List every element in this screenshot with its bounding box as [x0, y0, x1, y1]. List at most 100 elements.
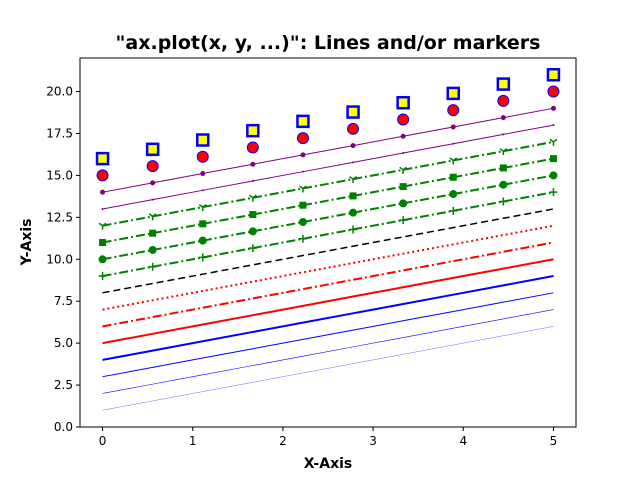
- series-point: [246, 141, 259, 154]
- series-point: [499, 180, 508, 189]
- series-point: [300, 152, 306, 158]
- series-point: [499, 148, 508, 156]
- series-point: [98, 272, 107, 281]
- series-8: [98, 188, 558, 281]
- series-point: [296, 132, 309, 145]
- series-point: [148, 213, 157, 221]
- series-line: [102, 275, 554, 361]
- series-point: [195, 133, 210, 147]
- series-point: [549, 171, 558, 180]
- series-point: [499, 197, 508, 206]
- series-point: [298, 234, 307, 243]
- series-point: [450, 124, 456, 130]
- series-line: [102, 191, 554, 278]
- series-point: [148, 262, 157, 271]
- series-point: [99, 239, 107, 246]
- series-7: [102, 208, 554, 294]
- series-point: [299, 201, 307, 209]
- x-tick-label: 4: [459, 434, 467, 448]
- series-line: [102, 208, 554, 294]
- y-tick-label: 17.5: [46, 126, 73, 140]
- series-point: [399, 199, 408, 208]
- series-point: [350, 143, 356, 149]
- series-point: [400, 133, 406, 139]
- series-line: [102, 241, 554, 328]
- x-axis-ticks: 0 1 2 3 4 5: [99, 427, 558, 448]
- y-tick-label: 7.5: [54, 294, 73, 308]
- series-point: [552, 124, 555, 127]
- series-point: [149, 229, 157, 237]
- x-tick-label: 3: [369, 434, 377, 448]
- series-point: [399, 183, 407, 191]
- series-point: [100, 189, 106, 195]
- series-line: [102, 140, 554, 227]
- series-line: [102, 174, 554, 261]
- series-point: [499, 164, 507, 172]
- series-point: [201, 189, 204, 192]
- series-point: [549, 155, 557, 163]
- series-line: [102, 124, 554, 210]
- series-point: [199, 220, 207, 228]
- series-point: [349, 176, 357, 184]
- series-line: [102, 258, 554, 345]
- y-tick-label: 15.0: [46, 168, 73, 182]
- series-4: [102, 258, 554, 345]
- series-point: [449, 206, 458, 215]
- series-point: [396, 95, 410, 110]
- series-point: [251, 179, 254, 182]
- y-axis-label: Y-Axis: [19, 219, 35, 267]
- series-point: [497, 94, 510, 107]
- series-13: [100, 105, 556, 195]
- series-point: [198, 253, 207, 262]
- series-10: [99, 155, 557, 246]
- series-point: [145, 142, 160, 157]
- series-point: [296, 114, 310, 129]
- series-point: [447, 104, 460, 117]
- series-point: [346, 105, 360, 119]
- series-point: [500, 115, 506, 121]
- series-3: [102, 275, 554, 361]
- x-tick-label: 2: [279, 434, 287, 448]
- series-point: [446, 86, 461, 101]
- x-tick-label: 5: [550, 434, 558, 448]
- series-2: [102, 292, 554, 378]
- series-point: [349, 208, 358, 217]
- x-tick-label: 0: [99, 434, 107, 448]
- series-point: [449, 173, 457, 181]
- series-point: [151, 198, 154, 201]
- series-point: [299, 185, 307, 193]
- series-point: [196, 150, 209, 163]
- y-tick-label: 2.5: [54, 378, 73, 392]
- series-point: [198, 203, 207, 212]
- plot-area: [95, 68, 561, 411]
- series-point: [399, 166, 408, 174]
- x-tick-label: 1: [189, 434, 197, 448]
- chart-title: "ax.plot(x, y, ...)": Lines and/or marke…: [116, 32, 541, 54]
- series-point: [150, 180, 156, 186]
- series-point: [198, 236, 207, 245]
- series-point: [452, 142, 455, 145]
- series-point: [502, 133, 505, 136]
- y-tick-label: 5.0: [54, 336, 73, 350]
- series-11: [98, 138, 558, 230]
- series-point: [95, 151, 110, 166]
- series-point: [547, 85, 560, 98]
- series-line: [102, 292, 554, 378]
- series-point: [549, 188, 558, 197]
- series-point: [546, 68, 561, 82]
- series-point: [200, 171, 206, 177]
- series-9: [98, 171, 558, 264]
- y-tick-label: 0.0: [54, 420, 73, 434]
- series-point: [496, 77, 511, 91]
- series-6: [102, 224, 554, 311]
- series-point: [146, 160, 159, 173]
- series-point: [96, 169, 109, 182]
- series-line: [102, 107, 554, 193]
- series-point: [549, 138, 558, 146]
- y-tick-label: 12.5: [46, 210, 73, 224]
- y-axis-ticks: 0.0 2.5 5.0 7.5 10.0 12.5 15.0 17.5 20.0: [46, 85, 80, 434]
- series-point: [399, 216, 408, 225]
- series-point: [248, 194, 257, 202]
- series-point: [148, 245, 157, 254]
- series-point: [397, 113, 410, 126]
